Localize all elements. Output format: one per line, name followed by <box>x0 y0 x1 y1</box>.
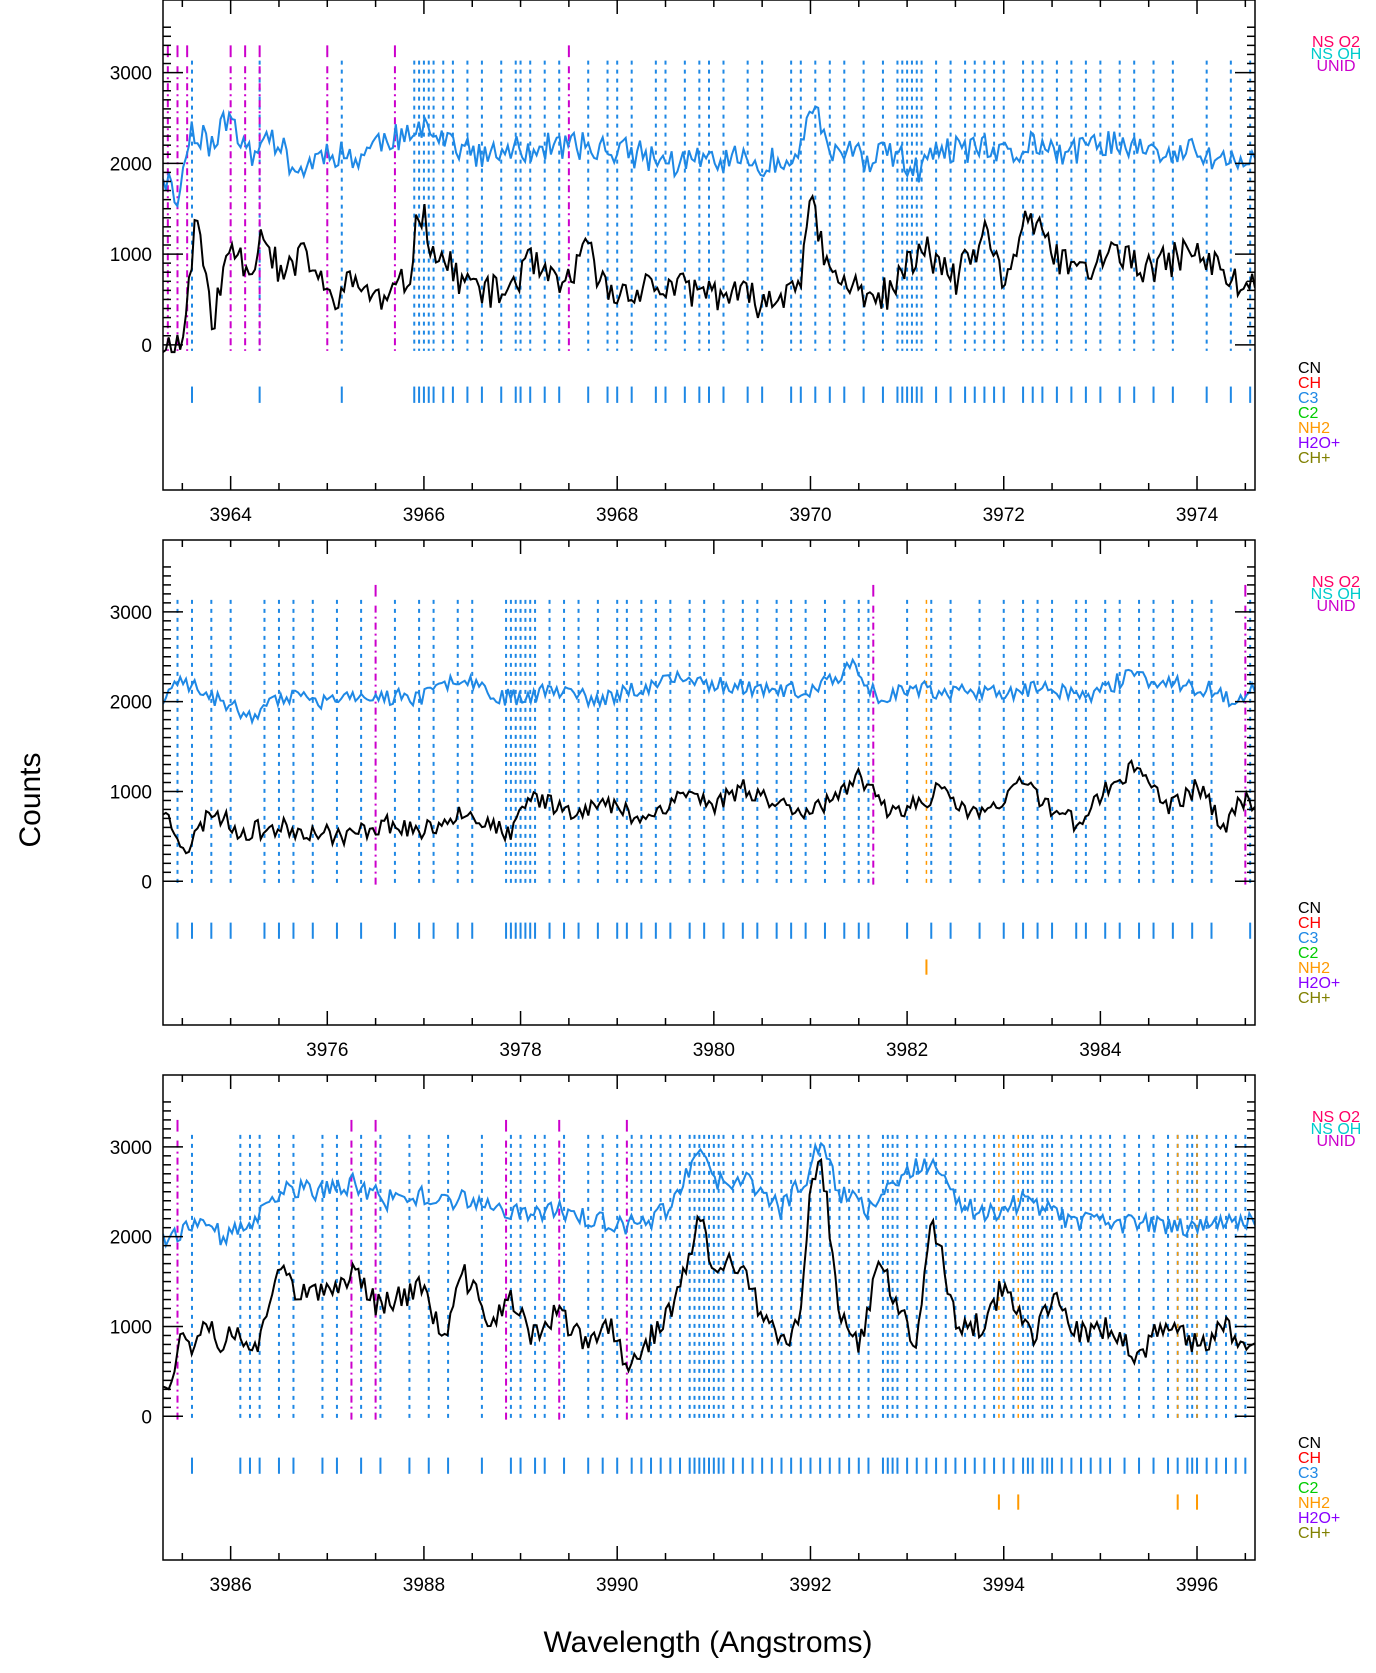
legend-top-item: NS OH <box>1311 586 1362 603</box>
y-tick-label: 2000 <box>110 1228 152 1249</box>
legend-species-item: CH+ <box>1298 450 1330 467</box>
plot-area <box>163 584 1255 975</box>
legend-top-item: NS O2 <box>1312 1109 1360 1126</box>
y-tick-label: 1000 <box>110 245 152 266</box>
legend-species-item: NH2 <box>1298 960 1330 977</box>
x-tick-label: 3966 <box>403 505 445 526</box>
legend-species-item: C3 <box>1298 390 1319 407</box>
y-tick-label: 0 <box>141 336 152 357</box>
y-tick-label: 2000 <box>110 693 152 714</box>
legend-species-item: NH2 <box>1298 420 1330 437</box>
offset-spectrum-line <box>163 105 1255 209</box>
x-tick-label: 3996 <box>1176 1575 1218 1596</box>
x-tick-label: 3994 <box>983 1575 1026 1596</box>
legend-top-item: NS OH <box>1311 1121 1362 1138</box>
legend-species-item: NH2 <box>1298 1495 1330 1512</box>
x-tick-label: 3982 <box>886 1040 928 1061</box>
legend-species-item: H2O+ <box>1298 1510 1340 1527</box>
legend-species-item: C3 <box>1298 930 1319 947</box>
x-tick-label: 3992 <box>789 1575 831 1596</box>
comet-spectrum-line <box>163 1157 1255 1391</box>
chart-panel-2: 3976 3978 3980 3982 3984 0 1000 2000 3000 NS O2NS… <box>110 539 1362 1061</box>
chart-panel-3: 3986 3988 3990 3992 3994 3996 0 1000 2000 3000 NS … <box>110 1074 1362 1596</box>
x-tick-label: 3972 <box>983 505 1025 526</box>
legend-species-item: CH+ <box>1298 990 1330 1007</box>
y-tick-label: 1000 <box>110 1317 152 1338</box>
y-tick-label: 1000 <box>110 782 152 803</box>
x-tick-label: 3990 <box>596 1575 638 1596</box>
x-tick-label: 3980 <box>693 1040 735 1061</box>
legend-species-item: CN <box>1298 1435 1321 1452</box>
legend-species-item: C2 <box>1298 945 1319 962</box>
offset-spectrum-line <box>163 1141 1255 1249</box>
legend-species-item: CH+ <box>1298 1525 1330 1542</box>
legend-top-item: UNID <box>1316 598 1355 615</box>
legend-species-item: H2O+ <box>1298 975 1340 992</box>
x-tick-label: 3984 <box>1079 1040 1122 1061</box>
legend-species-item: C3 <box>1298 1465 1319 1482</box>
panel-frame <box>162 539 1256 1026</box>
plot-area <box>163 1119 1255 1510</box>
legend-species-item: CH <box>1298 915 1321 932</box>
legend-top-item: UNID <box>1316 1133 1355 1150</box>
offset-spectrum-line <box>163 657 1255 726</box>
x-tick-label: 3976 <box>306 1040 348 1061</box>
legend-top-item: NS O2 <box>1312 574 1360 591</box>
legend-top-item: NS O2 <box>1312 34 1360 51</box>
y-tick-label: 2000 <box>110 154 152 175</box>
x-tick-label: 3964 <box>210 505 253 526</box>
comet-spectrum-line <box>163 758 1255 855</box>
legend-species-item: C2 <box>1298 1480 1319 1497</box>
y-tick-label: 0 <box>141 872 152 893</box>
chart-panels: 3964 3966 3968 3970 3972 3974 0 1000 2000 3000 NS … <box>110 0 1362 1596</box>
y-tick-label: 3000 <box>110 1138 152 1159</box>
plot-area <box>163 45 1255 403</box>
x-tick-label: 3988 <box>403 1575 445 1596</box>
y-tick-label: 3000 <box>110 603 152 624</box>
x-axis-label: Wavelength (Angstroms) <box>543 1626 872 1659</box>
x-tick-label: 3970 <box>789 505 831 526</box>
x-tick-label: 3978 <box>499 1040 541 1061</box>
legend-species-item: CH <box>1298 1450 1321 1467</box>
chart-panel-1: 3964 3966 3968 3970 3972 3974 0 1000 2000 3000 NS … <box>110 0 1362 526</box>
legend-species-item: CN <box>1298 900 1321 917</box>
x-tick-label: 3986 <box>210 1575 252 1596</box>
y-axis-label: Counts <box>14 752 47 847</box>
x-tick-label: 3968 <box>596 505 638 526</box>
y-tick-label: 3000 <box>110 64 152 85</box>
legend-species-item: H2O+ <box>1298 435 1340 452</box>
x-tick-label: 3974 <box>1176 505 1219 526</box>
legend-species-item: CN <box>1298 360 1321 377</box>
y-tick-label: 0 <box>141 1407 152 1428</box>
legend-top-item: NS OH <box>1311 46 1362 63</box>
legend-top-item: UNID <box>1316 58 1355 75</box>
legend-species-item: C2 <box>1298 405 1319 422</box>
legend-species-item: CH <box>1298 375 1321 392</box>
comet-spectrum-line <box>163 193 1255 354</box>
